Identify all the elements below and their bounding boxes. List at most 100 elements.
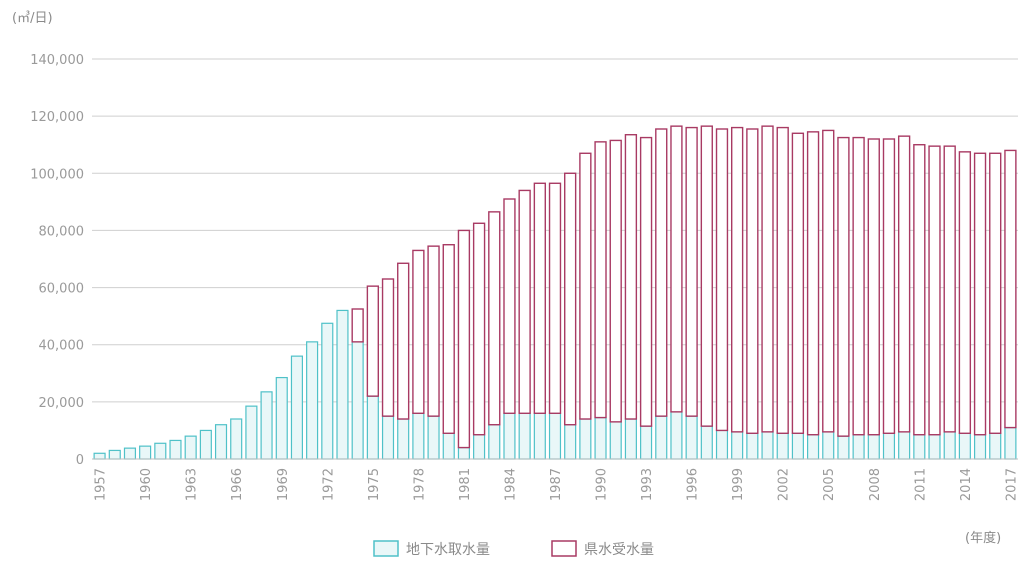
bar-prefectural-water-1997	[700, 125, 713, 427]
bar-groundwater-1990	[594, 416, 607, 460]
bar-prefectural-water-2006	[837, 136, 850, 437]
x-tick-label: 2002	[777, 468, 792, 501]
bar-groundwater-1989	[579, 418, 592, 460]
bar-prefectural-water-1993	[639, 136, 653, 427]
bar-prefectural-water-2014	[958, 151, 972, 434]
bar-prefectural-water-1995	[670, 125, 683, 413]
x-tick-label: 1960	[139, 468, 154, 501]
bar-groundwater-1969	[275, 376, 288, 460]
x-tick-label: 1981	[458, 468, 473, 501]
bar-groundwater-1987	[548, 412, 562, 460]
bar-prefectural-water-2003	[791, 132, 805, 434]
legend-label-groundwater: 地下水取水量	[406, 542, 490, 558]
bar-prefectural-water-1996	[685, 126, 698, 417]
bar-groundwater-1963	[184, 435, 197, 460]
y-tick-label: 20,000	[39, 396, 85, 411]
x-tick-label: 1975	[367, 468, 382, 501]
bar-groundwater-1979	[427, 415, 440, 460]
bar-groundwater-1997	[700, 425, 713, 460]
bar-groundwater-1988	[564, 424, 577, 460]
x-axis-ticks: 1957 1960 1963 1966 1969 1972 1975 1978 1981 1984…	[94, 468, 1020, 501]
bar-prefectural-water-1988	[564, 172, 577, 426]
bar-prefectural-water-1979	[427, 245, 440, 417]
bar-groundwater-2001	[761, 431, 774, 460]
bar-prefectural-water-2017	[1004, 149, 1017, 429]
bar-groundwater-1967	[245, 405, 258, 460]
bar-groundwater-1983	[488, 424, 501, 460]
x-tick-label: 1966	[230, 468, 245, 501]
bar-groundwater-1999	[731, 431, 744, 460]
bar-prefectural-water-2012	[928, 145, 941, 436]
bar-groundwater-1971	[306, 341, 319, 460]
x-tick-label: 2011	[913, 468, 928, 501]
bar-prefectural-water-2004	[806, 131, 820, 436]
bar-groundwater-1994	[655, 415, 668, 460]
bar-groundwater-1996	[685, 415, 698, 460]
x-tick-label: 1978	[412, 468, 427, 501]
bar-groundwater-1981	[457, 446, 470, 460]
bar-prefectural-water-1999	[730, 126, 744, 433]
bar-groundwater-2014	[958, 432, 971, 460]
x-tick-label: 1969	[276, 468, 291, 501]
bar-groundwater-2004	[807, 434, 820, 460]
bar-groundwater-1958	[108, 449, 121, 460]
bar-groundwater-1957	[93, 452, 106, 460]
bar-prefectural-water-1984	[503, 198, 516, 414]
bar-groundwater-2002	[776, 432, 789, 460]
y-unit-label: (㎥/日)	[12, 11, 53, 26]
bar-prefectural-water-1991	[609, 139, 622, 423]
bar-groundwater-1992	[624, 418, 637, 460]
bar-groundwater-2011	[913, 434, 926, 460]
bar-prefectural-water-1975	[366, 285, 380, 397]
bar-prefectural-water-2010	[897, 135, 911, 433]
x-tick-label: 1987	[549, 468, 564, 501]
bar-prefectural-water-2001	[761, 125, 774, 433]
bar-groundwater-1961	[154, 442, 167, 460]
bar-groundwater-2016	[989, 432, 1002, 460]
bar-prefectural-water-2011	[913, 144, 926, 436]
bar-groundwater-1995	[670, 411, 683, 460]
x-tick-label: 1957	[94, 468, 109, 501]
bar-groundwater-1984	[503, 412, 516, 460]
y-tick-label: 40,000	[39, 339, 85, 354]
bar-prefectural-water-2008	[867, 138, 880, 436]
bar-prefectural-water-1983	[488, 211, 501, 426]
bar-groundwater-2012	[928, 434, 941, 460]
bar-groundwater-1964	[199, 429, 212, 460]
bar-groundwater-2000	[746, 432, 759, 460]
bar-groundwater-1993	[640, 425, 653, 460]
x-tick-label: 1972	[321, 468, 336, 501]
bar-prefectural-water-1986	[533, 182, 546, 414]
bar-prefectural-water-1994	[655, 128, 668, 417]
bar-groundwater-2007	[852, 434, 865, 460]
bar-prefectural-water-2015	[973, 152, 987, 436]
bar-groundwater-2005	[822, 431, 835, 460]
bars	[92, 125, 1018, 460]
bar-groundwater-1998	[715, 429, 729, 460]
bar-groundwater-1970	[290, 355, 303, 460]
bar-prefectural-water-1978	[412, 249, 425, 414]
bar-groundwater-2017	[1004, 426, 1017, 460]
bar-groundwater-1986	[533, 412, 546, 460]
bar-groundwater-1973	[336, 309, 349, 460]
bar-groundwater-1972	[321, 322, 334, 460]
bar-groundwater-1962	[169, 439, 182, 460]
bar-groundwater-1974	[351, 341, 364, 460]
y-tick-label: 0	[76, 453, 84, 468]
bar-prefectural-water-2007	[852, 136, 865, 436]
x-tick-label: 1990	[595, 468, 610, 501]
bar-groundwater-1966	[230, 418, 243, 460]
x-tick-label: 2008	[868, 468, 883, 501]
bar-groundwater-1976	[381, 415, 395, 460]
bar-prefectural-water-1987	[548, 182, 562, 414]
bar-groundwater-2013	[943, 431, 956, 460]
bar-prefectural-water-2002	[776, 126, 789, 434]
bar-prefectural-water-1974	[351, 308, 364, 343]
bar-prefectural-water-2000	[746, 128, 759, 434]
bar-groundwater-1982	[473, 434, 486, 460]
y-axis-ticks: 140,000 120,000 100,000 80,000 60,000 40,000 2…	[30, 53, 84, 468]
bar-groundwater-1965	[214, 424, 228, 460]
x-tick-label: 1963	[185, 468, 200, 501]
bar-groundwater-1978	[412, 412, 425, 460]
